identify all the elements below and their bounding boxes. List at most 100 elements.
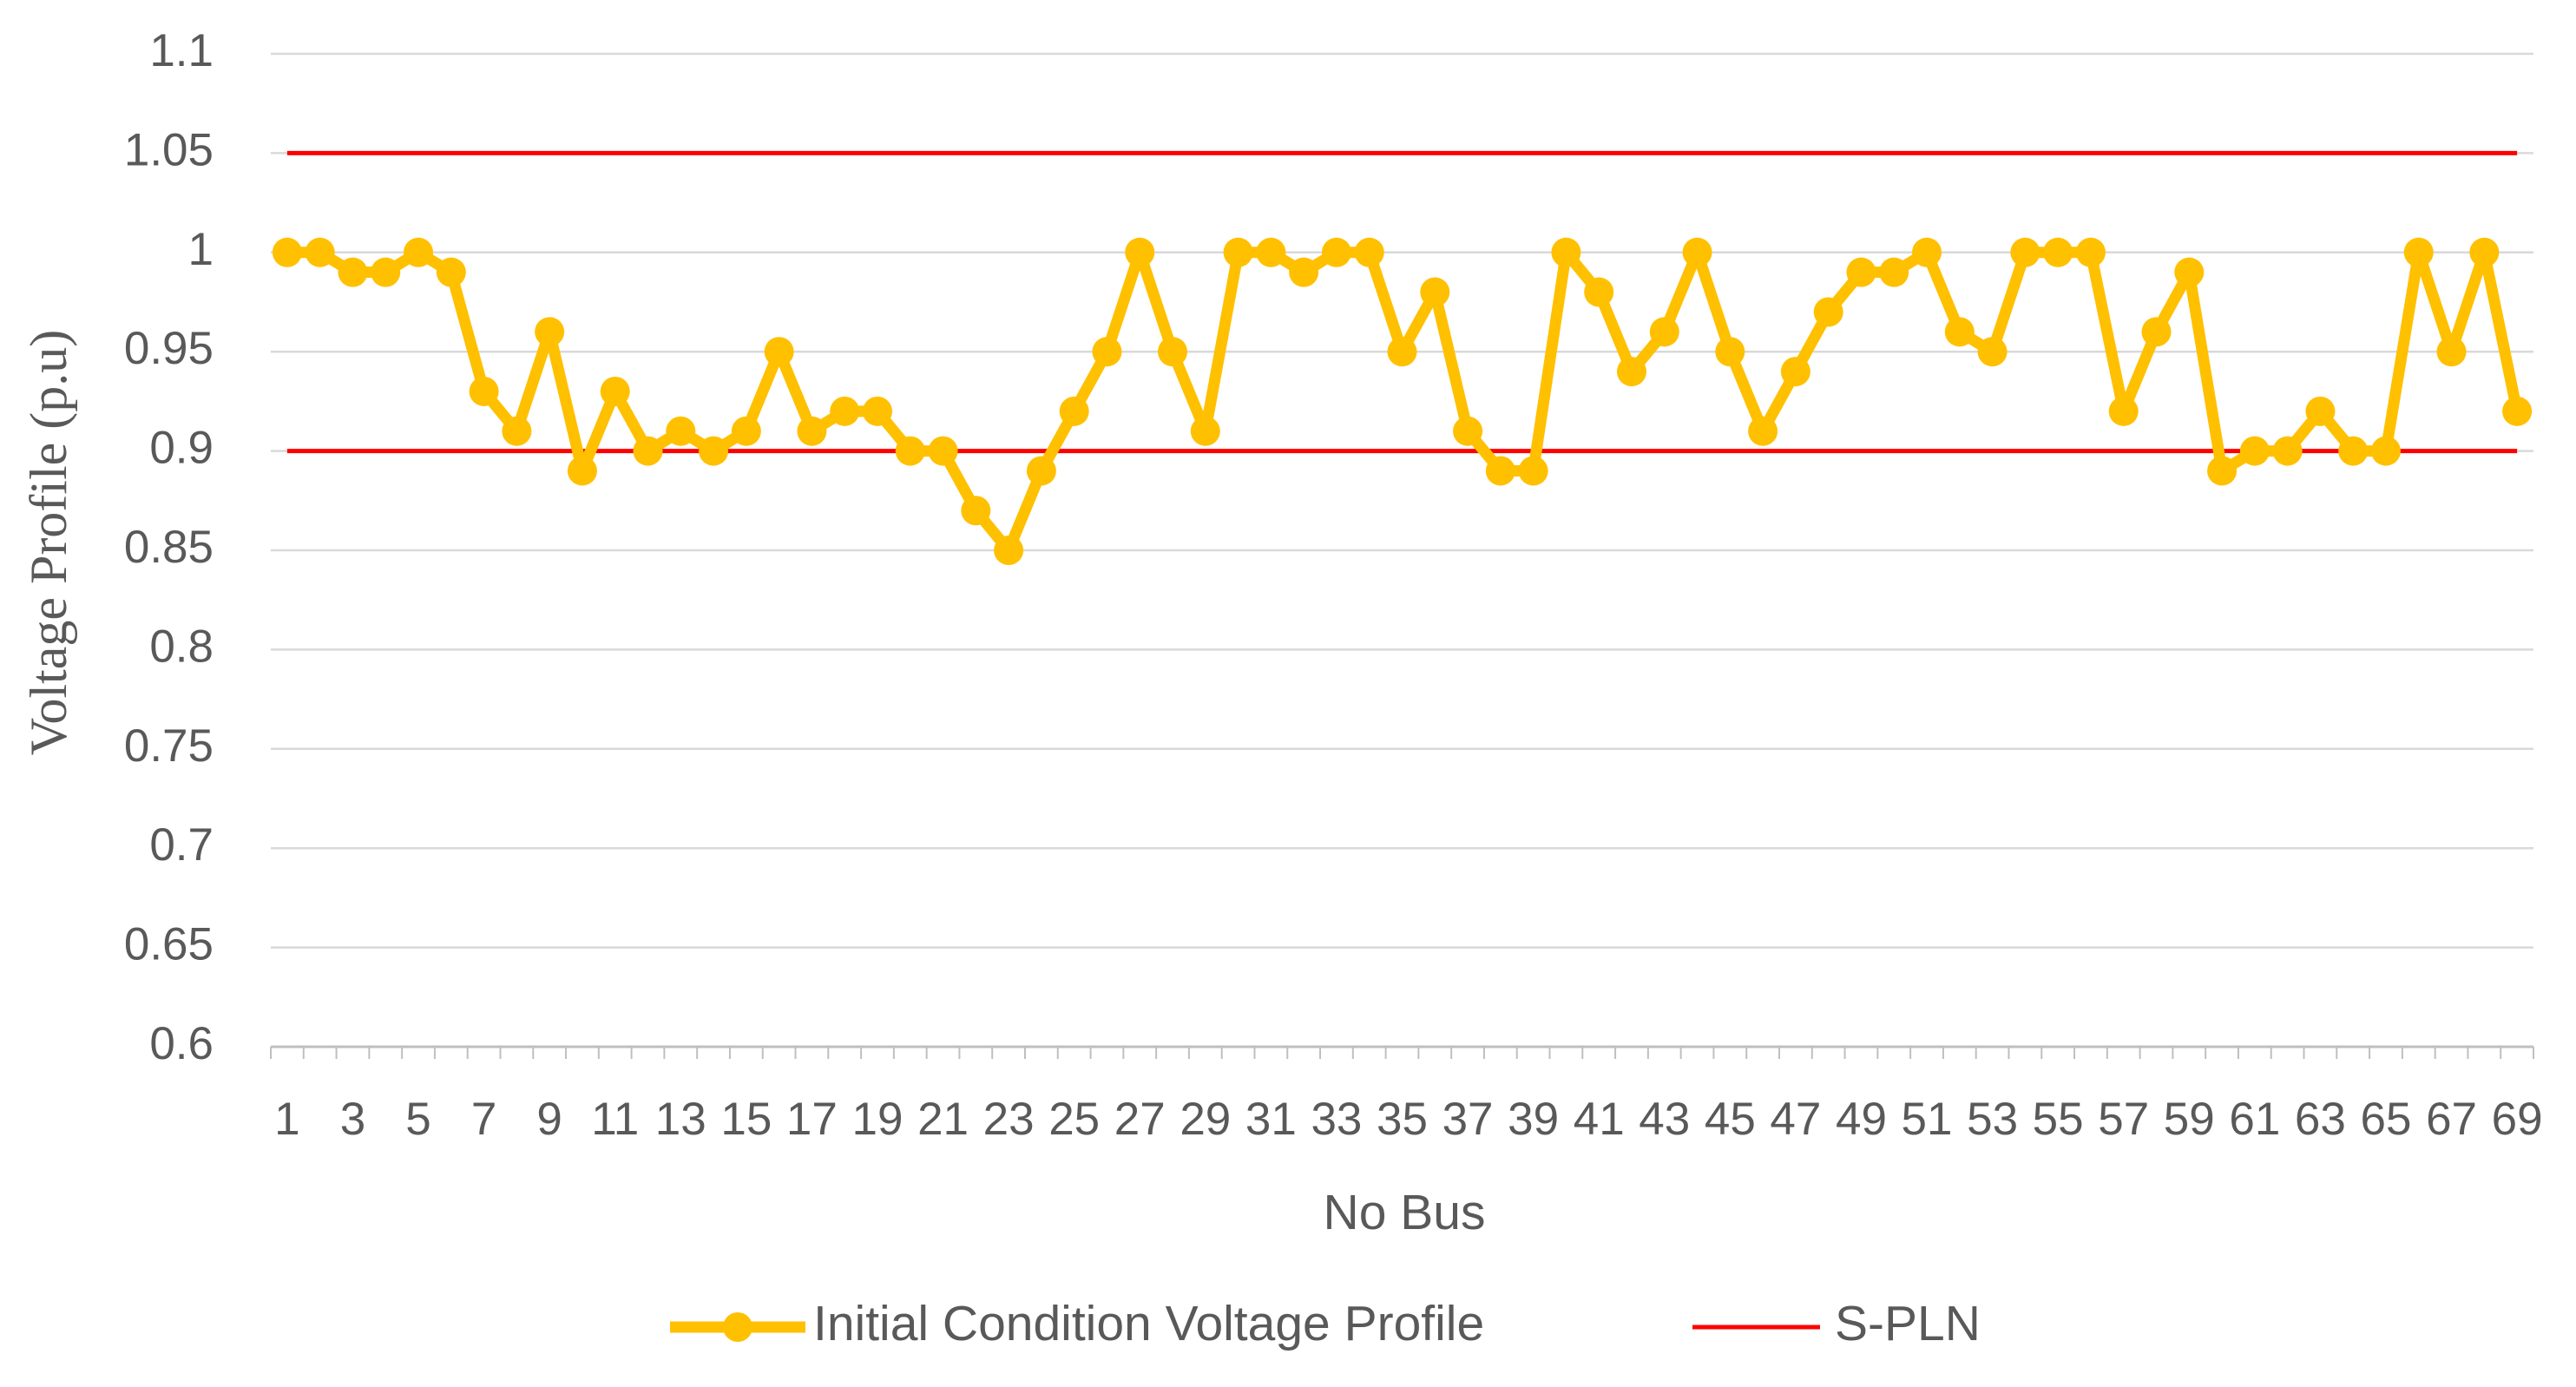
x-tick-label: 59 <box>2164 1094 2215 1145</box>
data-point <box>1125 237 1155 267</box>
data-point <box>1977 337 2008 367</box>
x-tick-label: 67 <box>2426 1094 2477 1145</box>
data-point <box>305 237 335 267</box>
y-tick-label: 0.8 <box>149 621 214 672</box>
data-point <box>2305 396 2336 426</box>
x-tick-label: 7 <box>471 1094 496 1145</box>
x-tick-label: 19 <box>852 1094 904 1145</box>
x-tick-label: 23 <box>983 1094 1035 1145</box>
data-point <box>764 337 794 367</box>
data-point <box>1092 337 1122 367</box>
data-point <box>797 416 827 446</box>
x-tick-label: 33 <box>1311 1094 1362 1145</box>
x-tick-label: 61 <box>2229 1094 2280 1145</box>
data-point <box>1748 416 1778 446</box>
legend-label: S-PLN <box>1835 1296 1981 1351</box>
data-point <box>1223 237 1253 267</box>
y-tick-label: 0.7 <box>149 819 214 871</box>
data-point <box>1944 317 1975 347</box>
data-point <box>1715 337 1745 367</box>
x-tick-label: 39 <box>1508 1094 1559 1145</box>
x-tick-label: 45 <box>1705 1094 1756 1145</box>
data-point <box>1485 456 1515 486</box>
data-point <box>1846 257 1876 287</box>
data-point <box>928 436 958 466</box>
data-point <box>2075 237 2106 267</box>
x-tick-label: 27 <box>1114 1094 1166 1145</box>
data-point <box>1453 416 1483 446</box>
y-tick-label: 1.1 <box>149 25 214 76</box>
data-point <box>272 237 302 267</box>
data-point <box>2141 317 2172 347</box>
x-tick-label: 37 <box>1442 1094 1494 1145</box>
x-tick-label: 57 <box>2098 1094 2149 1145</box>
data-point <box>1780 357 1810 387</box>
data-point <box>1026 456 1056 486</box>
y-tick-label: 0.9 <box>149 423 214 474</box>
data-point <box>1551 237 1581 267</box>
x-tick-label: 25 <box>1048 1094 1100 1145</box>
data-point <box>1321 237 1351 267</box>
data-point <box>1289 257 1319 287</box>
data-point <box>1354 237 1384 267</box>
data-point <box>1256 237 1286 267</box>
data-point <box>862 396 892 426</box>
data-point <box>371 257 401 287</box>
data-point <box>2174 257 2205 287</box>
data-point <box>1813 297 1843 327</box>
data-point <box>961 496 991 526</box>
data-point <box>2436 337 2467 367</box>
y-tick-label: 0.95 <box>124 323 214 374</box>
x-tick-label: 55 <box>2033 1094 2084 1145</box>
data-point <box>1682 237 1712 267</box>
data-point <box>1879 257 1909 287</box>
x-tick-label: 53 <box>1967 1094 2018 1145</box>
x-tick-label: 63 <box>2295 1094 2346 1145</box>
data-point <box>338 257 368 287</box>
x-tick-label: 17 <box>786 1094 838 1145</box>
x-tick-label: 9 <box>536 1094 562 1145</box>
data-point <box>2207 456 2238 486</box>
data-point <box>1158 337 1188 367</box>
x-tick-label: 43 <box>1639 1094 1690 1145</box>
data-point <box>1059 396 1089 426</box>
x-tick-label: 3 <box>340 1094 365 1145</box>
x-tick-label: 51 <box>1902 1094 1953 1145</box>
data-point <box>1912 237 1942 267</box>
data-point <box>436 257 466 287</box>
x-tick-label: 1 <box>274 1094 299 1145</box>
x-tick-label: 13 <box>655 1094 706 1145</box>
data-point <box>1518 456 1548 486</box>
y-tick-label: 1 <box>188 224 214 275</box>
x-tick-label: 65 <box>2361 1094 2412 1145</box>
y-tick-label: 1.05 <box>124 124 214 175</box>
data-point <box>535 317 565 347</box>
x-tick-label: 11 <box>591 1094 639 1145</box>
data-point <box>2502 396 2533 426</box>
data-point <box>2010 237 2040 267</box>
y-tick-label: 0.75 <box>124 720 214 772</box>
data-point <box>633 436 663 466</box>
x-tick-label: 29 <box>1180 1094 1231 1145</box>
data-point <box>469 376 499 406</box>
data-point <box>731 416 761 446</box>
data-point <box>666 416 696 446</box>
data-point <box>2403 237 2434 267</box>
x-tick-label: 35 <box>1377 1094 1428 1145</box>
data-point <box>994 536 1024 565</box>
y-tick-label: 0.65 <box>124 919 214 970</box>
y-axis-title: Voltage Profile (p.u) <box>20 330 77 755</box>
data-point <box>600 376 630 406</box>
x-tick-label: 41 <box>1574 1094 1625 1145</box>
data-point <box>1190 416 1220 446</box>
data-point <box>699 436 729 466</box>
data-point <box>2043 237 2073 267</box>
data-point <box>2469 237 2500 267</box>
data-point <box>1584 277 1614 307</box>
x-tick-label: 21 <box>917 1094 969 1145</box>
data-point <box>1649 317 1679 347</box>
legend-label: Initial Condition Voltage Profile <box>813 1296 1484 1351</box>
x-tick-label: 69 <box>2492 1094 2543 1145</box>
legend-marker <box>723 1312 752 1342</box>
